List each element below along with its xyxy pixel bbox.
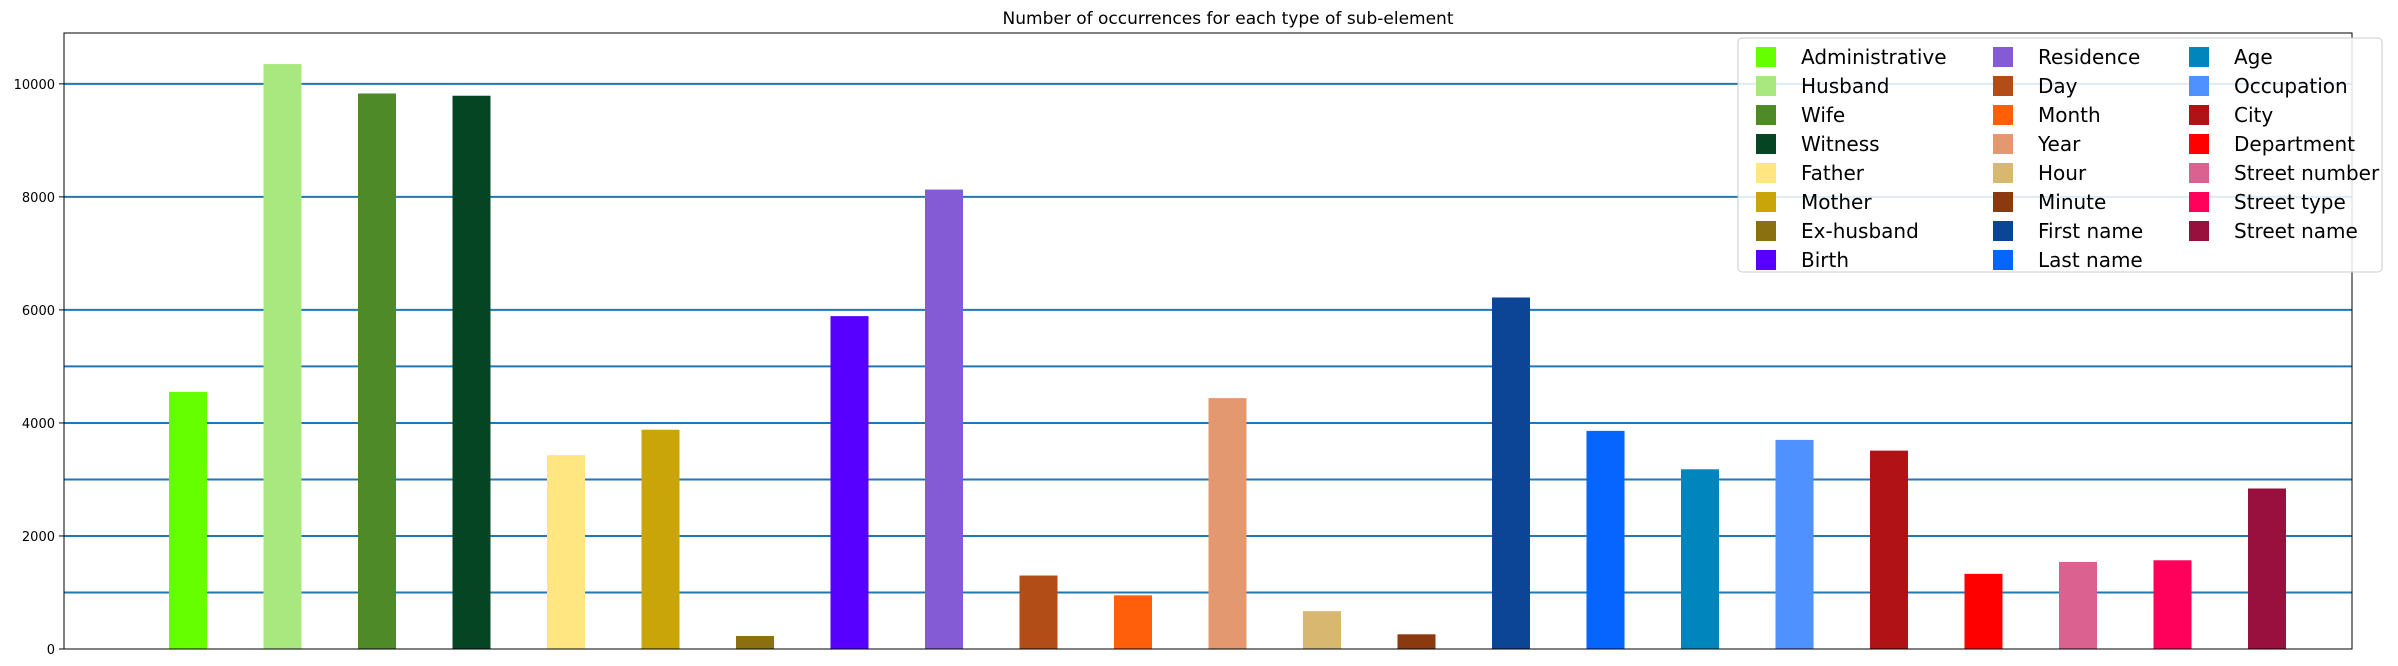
legend-swatch — [2189, 47, 2209, 67]
bar-minute — [1397, 634, 1436, 649]
legend-swatch — [2189, 163, 2209, 183]
bar-month — [1114, 595, 1152, 649]
bar-street-type — [2153, 560, 2192, 649]
legend-label: Wife — [1801, 103, 1845, 127]
legend-label: Husband — [1801, 74, 1889, 98]
bar-hour — [1303, 611, 1341, 649]
chart-title: Number of occurrences for each type of s… — [1003, 9, 1454, 29]
legend-label: Witness — [1801, 132, 1880, 156]
legend-label: Residence — [2038, 45, 2140, 69]
bar-birth — [830, 316, 869, 649]
reference-lines — [64, 82, 2352, 594]
bar-ex-husband — [736, 636, 774, 649]
y-tick-label: 4000 — [22, 417, 55, 432]
legend-label: City — [2234, 103, 2273, 127]
legend-swatch — [2189, 192, 2209, 212]
legend-swatch — [1756, 47, 1776, 67]
y-tick-label: 0 — [47, 643, 55, 658]
legend-swatch — [2189, 105, 2209, 125]
bar-first-name — [1492, 297, 1530, 649]
legend-label: Last name — [2038, 248, 2143, 272]
bar-department — [1964, 573, 2003, 649]
bar-day — [1019, 575, 1058, 649]
legend-label: Administrative — [1801, 45, 1947, 69]
legend-label: Father — [1801, 161, 1865, 185]
legend-label: Month — [2038, 103, 2101, 127]
legend-label: Day — [2038, 74, 2078, 98]
legend-swatch — [1993, 221, 2013, 241]
legend-swatch — [1993, 105, 2013, 125]
bar-street-name — [2248, 488, 2286, 649]
legend-label: First name — [2038, 219, 2143, 243]
y-tick-label: 2000 — [22, 530, 55, 545]
legend-label: Department — [2234, 132, 2355, 156]
legend-swatch — [1756, 221, 1776, 241]
y-tick-label: 6000 — [22, 304, 55, 319]
bar-father — [547, 455, 585, 649]
bar-husband — [263, 64, 302, 649]
legend-swatch — [1756, 134, 1776, 154]
legend-label: Occupation — [2234, 74, 2348, 98]
legend-swatch — [1756, 163, 1776, 183]
legend-swatch — [2189, 221, 2209, 241]
bar-age — [1681, 469, 1719, 649]
bars-group — [169, 64, 2286, 649]
y-tick-label: 8000 — [22, 191, 55, 206]
bar-wife — [358, 93, 396, 649]
bar-mother — [641, 429, 680, 649]
legend-label: Age — [2234, 45, 2273, 69]
bar-administrative — [169, 391, 207, 649]
legend-box — [1737, 37, 2383, 273]
legend-label: Hour — [2038, 161, 2087, 185]
bar-year — [1208, 398, 1247, 649]
legend-label: Street type — [2234, 190, 2346, 214]
bar-residence — [925, 189, 963, 649]
legend-swatch — [1993, 134, 2013, 154]
plot-frame — [63, 32, 2353, 650]
legend-label: Birth — [1801, 248, 1849, 272]
legend-swatch — [1993, 163, 2013, 183]
legend-swatch — [2189, 76, 2209, 96]
legend-label: Ex-husband — [1801, 219, 1919, 243]
bar-city — [1870, 450, 1908, 649]
legend-swatch — [1756, 105, 1776, 125]
legend-swatch — [1993, 192, 2013, 212]
legend-label: Mother — [1801, 190, 1872, 214]
legend-swatch — [1756, 250, 1776, 270]
legend-swatch — [1993, 250, 2013, 270]
legend-swatch — [1993, 47, 2013, 67]
legend: Administrative Husband Wife Witness Father Mo… — [1737, 37, 2383, 273]
legend-label: Minute — [2038, 190, 2106, 214]
legend-swatch — [1756, 192, 1776, 212]
bar-street-number — [2059, 561, 2097, 649]
y-tick-label: 10000 — [14, 78, 55, 93]
bar-occupation — [1775, 439, 1814, 649]
legend-label: Street number — [2234, 161, 2380, 185]
bar-witness — [452, 95, 491, 649]
legend-swatch — [1756, 76, 1776, 96]
legend-label: Year — [2037, 132, 2081, 156]
legend-swatch — [2189, 134, 2209, 154]
y-axis: 0 2000 4000 6000 8000 10000 — [14, 78, 64, 658]
legend-swatch — [1993, 76, 2013, 96]
legend-label: Street name — [2234, 219, 2358, 243]
bar-last-name — [1586, 430, 1625, 649]
